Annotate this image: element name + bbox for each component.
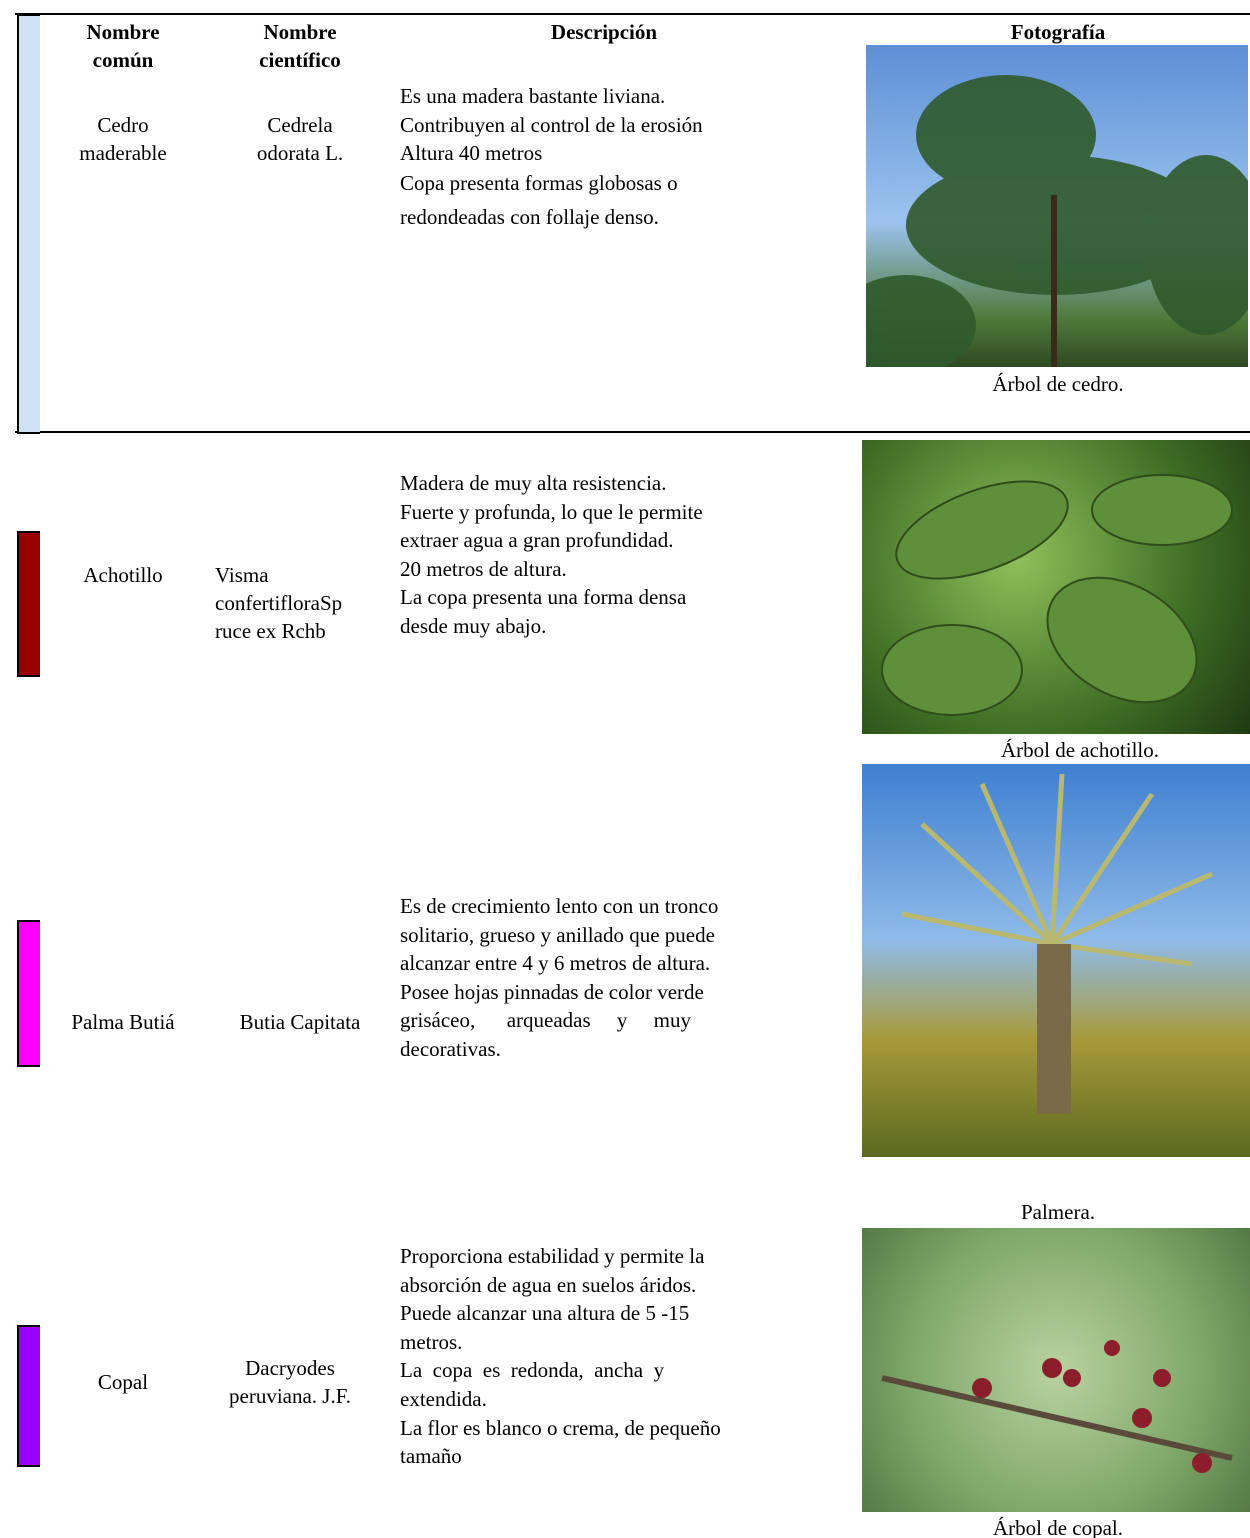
common-name: maderable xyxy=(79,141,167,165)
description-line: metros. xyxy=(400,1329,463,1354)
description-line: Altura 40 metros xyxy=(400,141,543,165)
description-line: Posee hojas pinnadas de color verde xyxy=(400,979,704,1004)
description-line: 20 metros de altura. xyxy=(400,556,567,581)
scientific-name: odorata L. xyxy=(256,141,344,165)
header-cell: Nombre xyxy=(263,20,337,44)
photo-caption: Palmera. xyxy=(1020,1200,1096,1224)
header-cell: Fotografía xyxy=(1010,20,1106,44)
description-line: solitario, grueso y anillado que puede xyxy=(400,922,715,947)
scientific-name: ruce ex Rchb xyxy=(215,619,326,643)
description-line: La flor es blanco o crema, de pequeño xyxy=(400,1415,721,1440)
scientific-name: Butia Capitata xyxy=(239,1010,361,1034)
description-line: redondeadas con follaje denso. xyxy=(400,205,659,229)
scientific-name: Visma xyxy=(215,563,269,587)
photo xyxy=(862,1228,1250,1512)
scientific-name: Cedrela xyxy=(267,113,333,137)
header-cell: científico xyxy=(259,48,341,72)
description-line: La copa es redonda, ancha y xyxy=(400,1358,665,1383)
photo-art xyxy=(836,75,1250,375)
scientific-name: Dacryodes xyxy=(245,1356,335,1380)
swatch xyxy=(17,531,40,677)
photo-art xyxy=(881,474,1233,716)
description-line: grisáceo, arqueadas y muy xyxy=(400,1008,691,1033)
description-line: Fuerte y profunda, lo que le permite xyxy=(400,499,703,524)
top-rule xyxy=(15,13,1250,15)
common-name: Achotillo xyxy=(83,563,163,587)
description-line: absorción de agua en suelos áridos. xyxy=(400,1272,697,1297)
photo xyxy=(862,764,1250,1157)
description-line: desde muy abajo. xyxy=(400,614,547,638)
photo xyxy=(836,45,1250,375)
photo-caption: Árbol de achotillo. xyxy=(1000,738,1160,762)
photo-caption: Árbol de cedro. xyxy=(992,372,1124,396)
swatch xyxy=(17,14,40,434)
description-line: La copa presenta una forma densa xyxy=(400,585,687,610)
common-name: Palma Butiá xyxy=(71,1010,175,1034)
description-line: tamaño xyxy=(400,1444,462,1469)
scientific-name: peruviana. J.F. xyxy=(229,1384,351,1408)
swatch xyxy=(17,920,40,1067)
header-cell: Nombre xyxy=(86,20,160,44)
swatch xyxy=(17,1325,40,1467)
description-line: extraer agua a gran profundidad. xyxy=(400,528,674,553)
photo-caption: Árbol de copal. xyxy=(992,1516,1124,1538)
common-name: Copal xyxy=(97,1370,149,1394)
description-line: extendida. xyxy=(400,1387,487,1411)
header-cell: Descripción xyxy=(550,20,658,44)
description-line: Puede alcanzar una altura de 5 -15 xyxy=(400,1301,690,1326)
description-line: Proporciona estabilidad y permite la xyxy=(400,1244,705,1268)
description-line: alcanzar entre 4 y 6 metros de altura. xyxy=(400,951,711,976)
photo xyxy=(862,440,1250,734)
photo-art xyxy=(881,1340,1233,1473)
photo-art xyxy=(901,773,1214,1114)
header-cell: común xyxy=(92,48,154,72)
row-rule xyxy=(15,431,1250,433)
common-name: Cedro xyxy=(97,113,149,137)
scientific-name: confertifloraSp xyxy=(215,591,343,615)
description-line: decorativas. xyxy=(400,1037,501,1061)
description-line: Contribuyen al control de la erosión xyxy=(400,113,703,137)
description-line: Madera de muy alta resistencia. xyxy=(400,471,667,495)
description-line: Es de crecimiento lento con un tronco xyxy=(400,894,719,918)
description-line: Copa presenta formas globosas o xyxy=(400,171,678,195)
description-line: Es una madera bastante liviana. xyxy=(400,84,666,108)
